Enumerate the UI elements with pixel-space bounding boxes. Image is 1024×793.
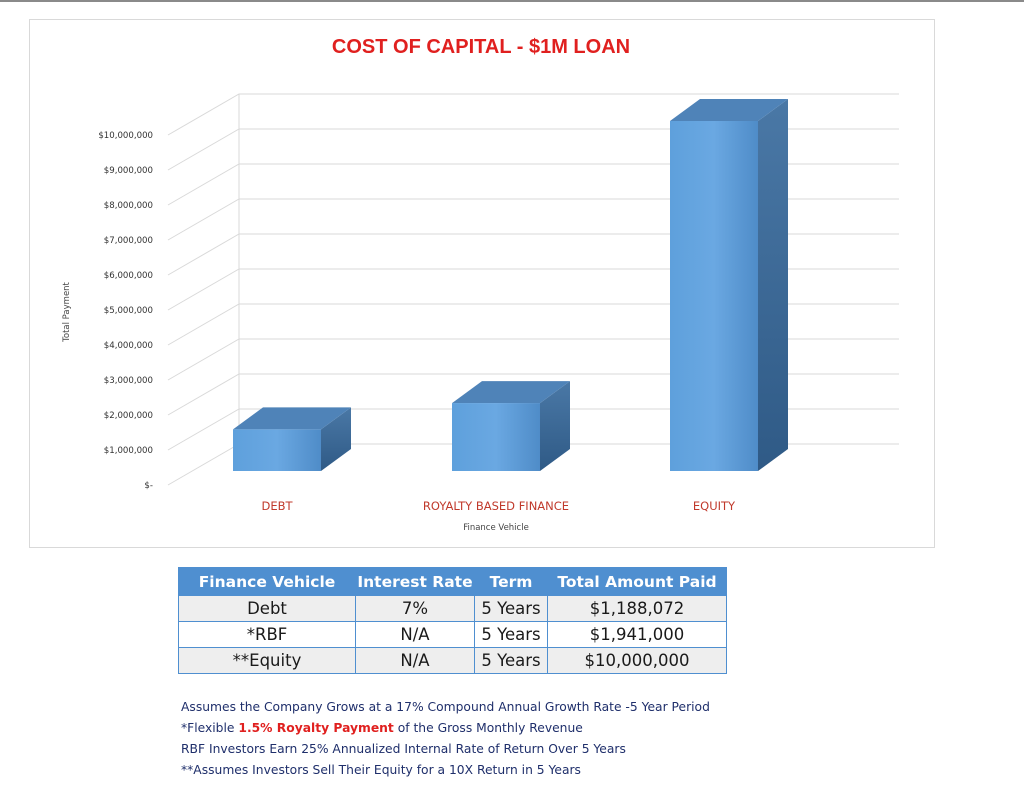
footnote-royalty-highlight: 1.5% Royalty Payment — [238, 721, 394, 735]
table-cell: 5 Years — [474, 647, 548, 674]
chart-frame: $- $1,000,000 $2,000,000 $3,000,000 $4,000,0… — [29, 19, 935, 548]
table-header-cell: Finance Vehicle — [178, 567, 356, 596]
footnote-royalty: *Flexible 1.5% Royalty Payment of the Gr… — [181, 718, 801, 739]
bar-side — [540, 381, 570, 471]
table-row: Debt 7% 5 Years $1,188,072 — [178, 595, 727, 622]
table-cell: $1,941,000 — [547, 621, 727, 648]
footnote-royalty-post: of the Gross Monthly Revenue — [393, 721, 583, 735]
x-tick-label: EQUITY — [693, 499, 736, 513]
table-cell: 5 Years — [474, 621, 548, 648]
y-tick-label: $4,000,000 — [104, 341, 153, 351]
table-cell: N/A — [355, 647, 475, 674]
y-tick-label: $3,000,000 — [104, 376, 153, 386]
table-cell: 7% — [355, 595, 475, 622]
table-cell: **Equity — [178, 647, 356, 674]
bar-chart: $- $1,000,000 $2,000,000 $3,000,000 $4,000,0… — [62, 36, 899, 533]
y-tick-label: $9,000,000 — [104, 166, 153, 176]
bar-top — [452, 381, 570, 404]
footnote-rbf-return: RBF Investors Earn 25% Annualized Intern… — [181, 742, 626, 756]
bar-front — [233, 429, 321, 471]
table-cell: Debt — [178, 595, 356, 622]
y-tick-label: $10,000,000 — [98, 131, 153, 141]
y-axis-label: Total Payment — [62, 281, 72, 342]
table-row: *RBF N/A 5 Years $1,941,000 — [178, 621, 727, 648]
table-cell: $1,188,072 — [547, 595, 727, 622]
table-cell: $10,000,000 — [547, 647, 727, 674]
footnotes: Assumes the Company Grows at a 17% Compo… — [181, 697, 801, 781]
bar-top — [670, 99, 788, 121]
bar — [670, 99, 788, 471]
top-border-line — [0, 0, 1024, 2]
bar-front — [670, 121, 758, 471]
table-cell: *RBF — [178, 621, 356, 648]
x-tick-label: DEBT — [261, 499, 293, 513]
bar — [452, 381, 570, 471]
bar-top — [233, 407, 351, 430]
bar-side — [758, 99, 788, 471]
footnote-growth: Assumes the Company Grows at a 17% Compo… — [181, 700, 710, 714]
bar-front — [452, 403, 540, 471]
table-row: **Equity N/A 5 Years $10,000,000 — [178, 647, 727, 674]
table-header-cell: Term — [474, 567, 548, 596]
footnote-equity-return: **Assumes Investors Sell Their Equity fo… — [181, 763, 581, 777]
y-tick-label: $2,000,000 — [104, 411, 153, 421]
table-cell: N/A — [355, 621, 475, 648]
y-tick-label: $7,000,000 — [104, 236, 153, 246]
bar-side — [321, 407, 351, 471]
y-tick-label: $6,000,000 — [104, 271, 153, 281]
chart-title: COST OF CAPITAL - $1M LOAN — [332, 36, 630, 58]
finance-comparison-table: Finance Vehicle Interest Rate Term Total… — [178, 567, 727, 674]
y-tick-label: $- — [144, 481, 153, 491]
y-tick-label: $1,000,000 — [104, 446, 153, 456]
bar — [233, 407, 351, 471]
x-tick-label: ROYALTY BASED FINANCE — [423, 499, 569, 513]
footnote-royalty-pre: *Flexible — [181, 721, 239, 735]
table-header-row: Finance Vehicle Interest Rate Term Total… — [178, 567, 727, 596]
y-tick-label: $8,000,000 — [104, 201, 153, 211]
x-axis-label: Finance Vehicle — [463, 523, 529, 533]
y-tick-label: $5,000,000 — [104, 306, 153, 316]
table-header-cell: Total Amount Paid — [547, 567, 727, 596]
table-cell: 5 Years — [474, 595, 548, 622]
table-header-cell: Interest Rate — [355, 567, 475, 596]
